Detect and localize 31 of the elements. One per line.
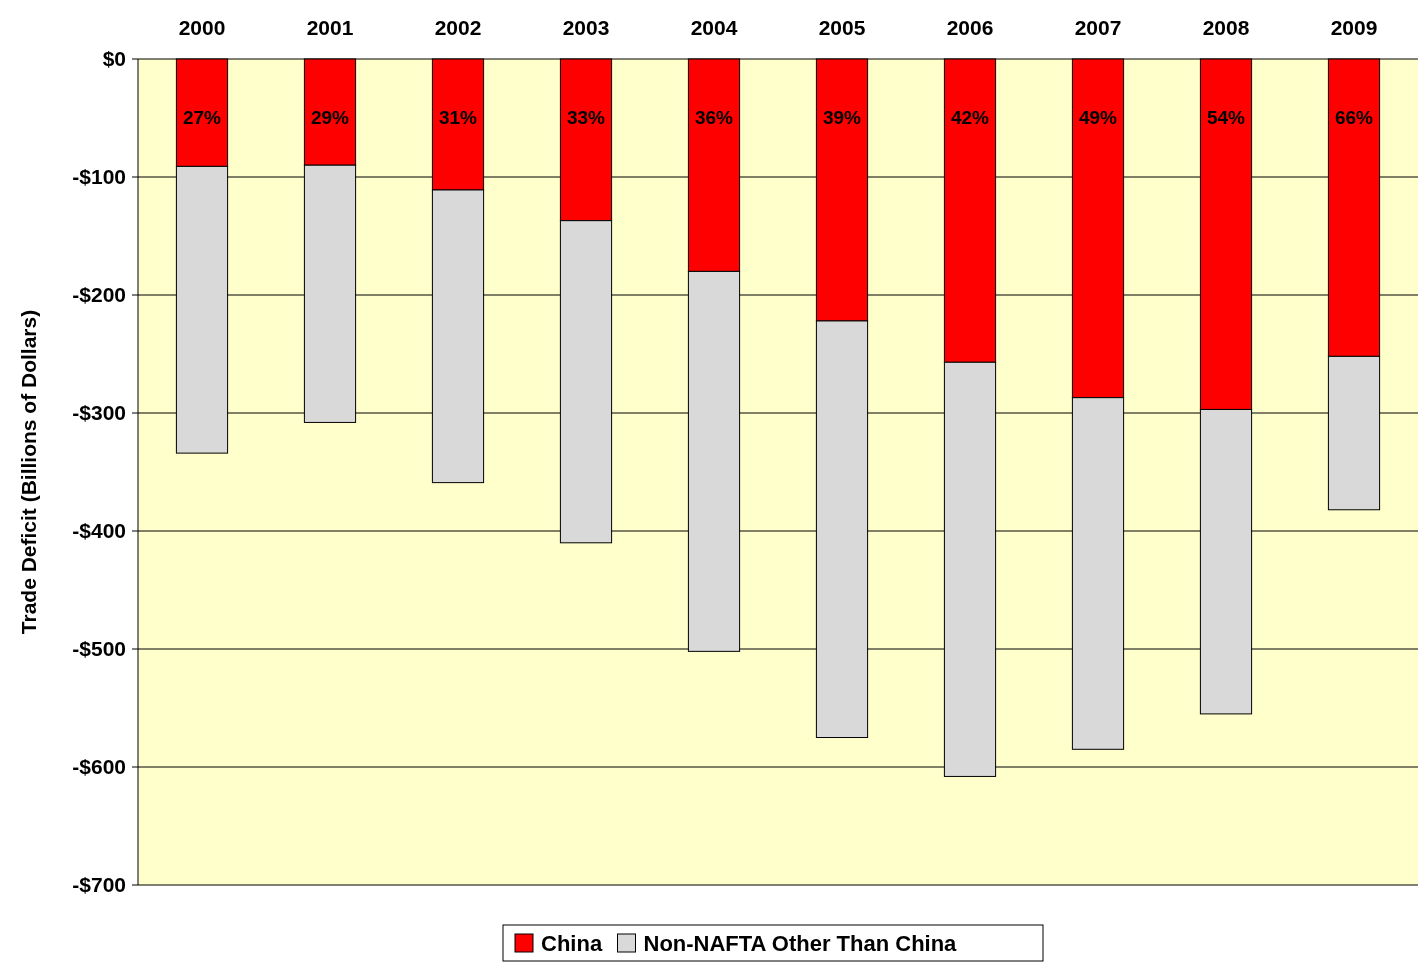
y-tick-label: -$500 xyxy=(72,637,126,661)
x-tick-label: 2006 xyxy=(946,16,994,39)
y-tick-label: -$400 xyxy=(72,519,126,543)
x-tick-label: 2000 xyxy=(178,16,226,39)
annotation: 49% xyxy=(1078,106,1118,128)
x-tick-label: 2004 xyxy=(690,16,738,39)
annotation: 54% xyxy=(1206,106,1246,128)
x-tick-label: 2001 xyxy=(306,16,354,39)
annotation: 66% xyxy=(1334,106,1374,128)
annotation: 31% xyxy=(438,106,478,128)
x-tick-label: 2007 xyxy=(1074,16,1122,39)
y-tick-label: $0 xyxy=(102,47,126,71)
annotation: 39% xyxy=(822,106,862,128)
y-tick-label: -$300 xyxy=(72,401,126,425)
x-tick-label: 2009 xyxy=(1330,16,1378,39)
x-tick-label: 2005 xyxy=(818,16,866,39)
x-tick-label: 2003 xyxy=(562,16,610,39)
y-tick-label: -$700 xyxy=(72,873,126,897)
x-tick-label: 2002 xyxy=(434,16,482,39)
legend-label: Non-NAFTA Other Than China xyxy=(643,930,958,956)
annotation: 36% xyxy=(694,106,734,128)
annotation: 42% xyxy=(950,106,990,128)
annotation: 29% xyxy=(310,106,350,128)
legend-label: China xyxy=(541,930,603,956)
annotation: 33% xyxy=(566,106,606,128)
annotation: 27% xyxy=(182,106,222,128)
y-tick-label: -$600 xyxy=(72,755,126,779)
y-tick-label: -$200 xyxy=(72,283,126,307)
x-tick-label: 2008 xyxy=(1202,16,1250,39)
y-tick-label: -$100 xyxy=(72,165,126,189)
y-axis-title: Trade Deficit (Billions of Dollars) xyxy=(17,309,40,635)
